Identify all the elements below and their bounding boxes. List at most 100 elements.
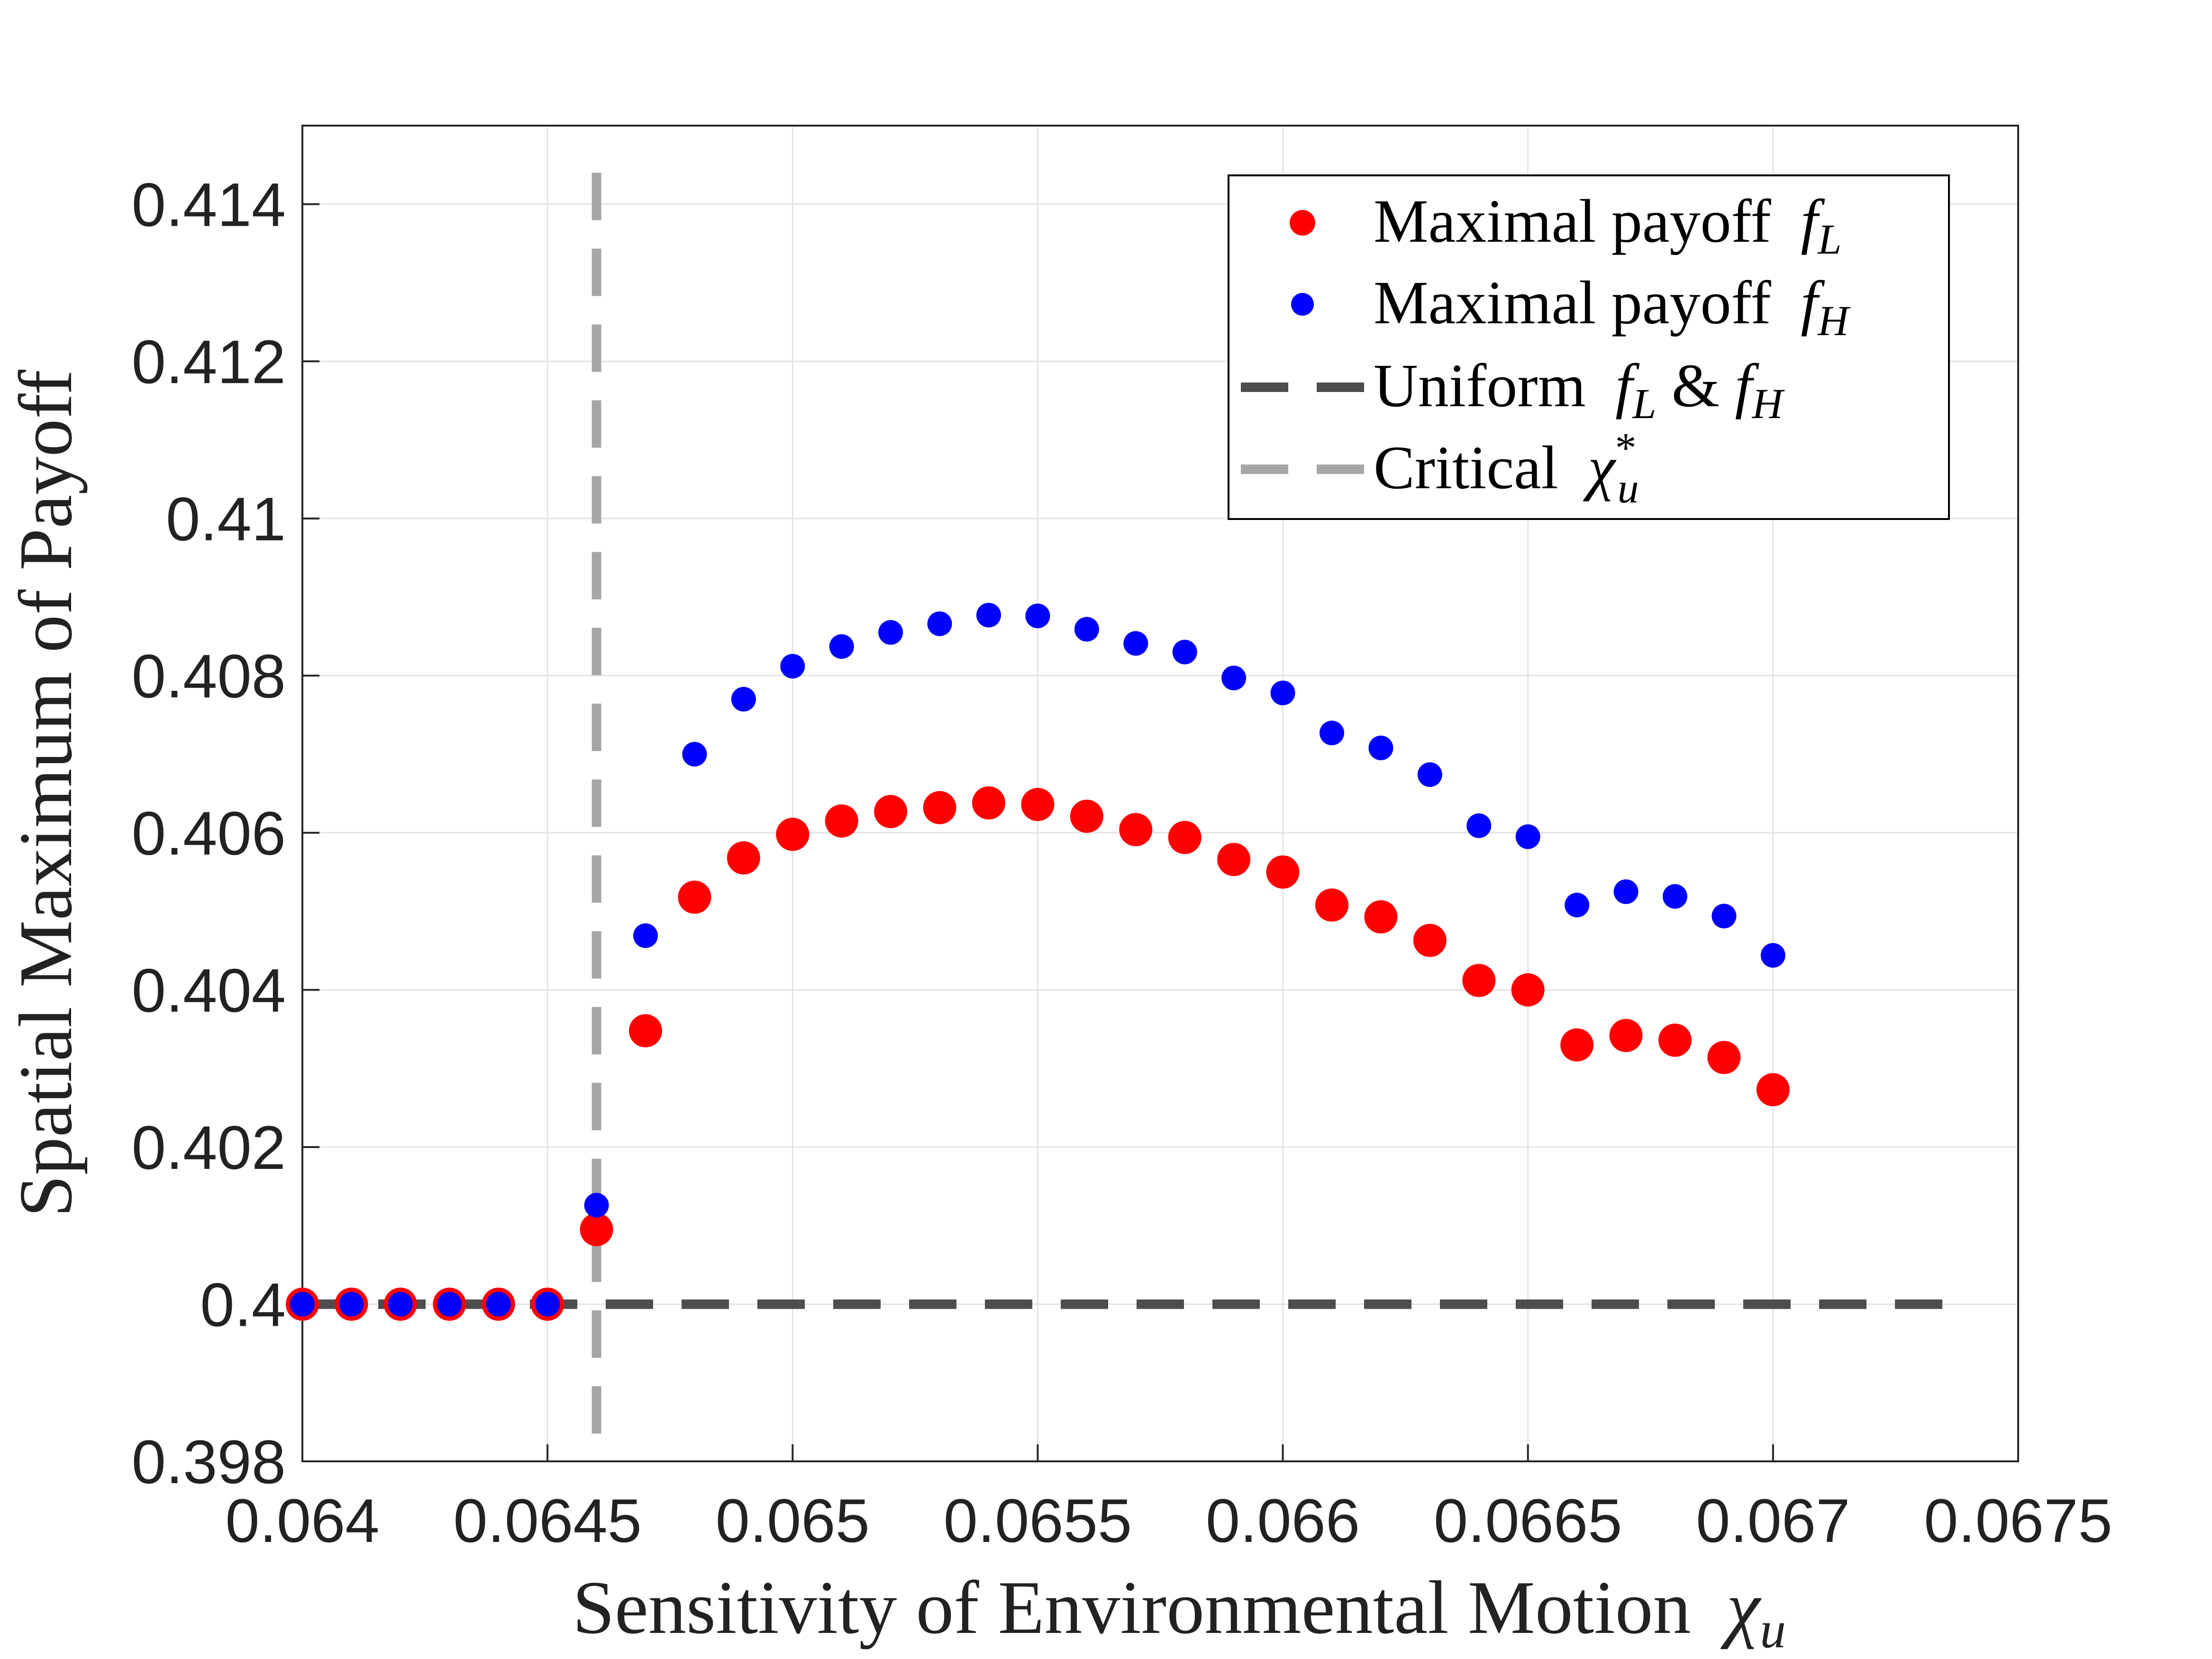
point-fL (776, 818, 810, 851)
point-fL (580, 1212, 613, 1246)
legend-label-fH: Maximal payoff fH (1374, 269, 1851, 345)
point-fH (1565, 893, 1590, 918)
point-fH (731, 687, 756, 712)
y-tick-label: 0.414 (132, 170, 286, 239)
point-fH (584, 1193, 609, 1218)
x-tick-label: 0.064 (225, 1486, 379, 1555)
x-tick-label: 0.066 (1206, 1486, 1360, 1555)
data-points (286, 602, 1790, 1321)
point-fH (1613, 879, 1639, 904)
y-tick-label: 0.408 (132, 641, 286, 711)
point-fH (437, 1292, 462, 1317)
x-axis-title-symbol: χ (1720, 1565, 1762, 1650)
x-tick-label: 0.0655 (944, 1486, 1132, 1555)
point-fH (535, 1292, 560, 1317)
legend-entry-fH: Maximal payoff fH (1291, 269, 1851, 345)
legend-marker-fL (1290, 210, 1315, 236)
point-fH (780, 654, 805, 679)
point-fH (927, 611, 952, 636)
point-fL (1119, 813, 1153, 847)
point-fL (874, 795, 908, 829)
point-fH (388, 1292, 413, 1317)
legend-label-fH-sub: H (1817, 298, 1851, 345)
legend-label-critical-sub: u (1618, 465, 1639, 512)
x-tick-label: 0.0675 (1924, 1486, 2112, 1555)
point-fH (829, 634, 854, 659)
point-fL (1168, 820, 1202, 854)
point-fH (1074, 617, 1099, 642)
legend: Maximal payoff fL Maximal payoff fH Unif… (1228, 174, 1950, 520)
point-fL (1658, 1023, 1692, 1057)
legend-box (1228, 174, 1950, 520)
point-fH (339, 1292, 364, 1317)
point-fH (486, 1292, 511, 1317)
x-tick-label: 0.0665 (1434, 1486, 1622, 1555)
point-fH (976, 602, 1001, 628)
point-fL (1315, 888, 1348, 922)
point-fL (1756, 1073, 1790, 1106)
legend-label-fH-text: Maximal payoff (1374, 269, 1771, 337)
y-tick-label: 0.398 (132, 1427, 286, 1496)
legend-label-uniform-text: Uniform (1374, 352, 1586, 420)
legend-label-critical: Critical χ* u (1374, 425, 1639, 512)
point-fL (1266, 855, 1300, 889)
y-tick-label: 0.41 (166, 484, 286, 554)
legend-label-critical-text: Critical (1374, 434, 1558, 502)
point-fH (878, 620, 903, 645)
x-axis-title-subscript: u (1760, 1601, 1786, 1659)
legend-label-uniform: Uniform fL & fH (1374, 352, 1785, 428)
point-fL (629, 1014, 662, 1048)
point-fH (1368, 735, 1393, 760)
y-tick-label: 0.404 (132, 956, 286, 1025)
point-fL (972, 786, 1005, 820)
legend-label-critical-sup: * (1615, 425, 1637, 472)
y-tick-label: 0.412 (132, 327, 286, 396)
legend-label-fL-text: Maximal payoff (1374, 187, 1771, 255)
point-fL (1609, 1019, 1643, 1052)
point-fL (1413, 923, 1447, 957)
point-fH (290, 1292, 315, 1317)
legend-marker-fH (1291, 293, 1314, 316)
point-fH (1417, 762, 1442, 787)
point-fH (633, 923, 658, 948)
y-tick-label: 0.402 (132, 1113, 286, 1182)
point-fL (1070, 800, 1103, 833)
point-fL (1511, 973, 1545, 1007)
legend-label-uniform-sub2: H (1752, 381, 1785, 428)
point-fH (1711, 903, 1737, 929)
y-tick-label: 0.4 (200, 1270, 286, 1339)
reference-lines (302, 173, 1969, 1461)
legend-entry-critical: Critical χ* u (1241, 425, 1639, 512)
legend-label-uniform-amp: & (1656, 352, 1735, 420)
x-axis-title-text: Sensitivity of Environmental Motion (573, 1565, 1691, 1650)
point-fH (1663, 884, 1687, 909)
legend-entry-uniform: Uniform fL & fH (1241, 352, 1785, 428)
point-fH (1515, 824, 1540, 849)
x-tick-label: 0.065 (716, 1486, 870, 1555)
legend-label-fL-sub: L (1817, 216, 1841, 263)
legend-label-fL: Maximal payoff fL (1374, 187, 1841, 263)
point-fH (682, 742, 707, 767)
point-fH (1320, 720, 1344, 746)
point-fL (1707, 1040, 1741, 1074)
point-fH (1123, 631, 1148, 656)
point-fL (1462, 964, 1496, 997)
point-fL (727, 841, 760, 875)
point-fH (1270, 680, 1295, 705)
point-fL (678, 880, 711, 914)
legend-label-critical-symbol: χ (1583, 434, 1616, 502)
point-fL (1021, 788, 1055, 821)
tick-labels: 0.064 0.0645 0.065 0.0655 0.066 0.0665 0.067 0.… (132, 170, 2112, 1555)
x-tick-label: 0.067 (1696, 1486, 1850, 1555)
point-fL (1364, 900, 1398, 934)
point-fL (923, 791, 956, 824)
point-fH (1172, 639, 1197, 665)
point-fH (1760, 943, 1785, 968)
x-tick-label: 0.0645 (453, 1486, 642, 1555)
legend-label-uniform-sub1: L (1631, 381, 1656, 428)
point-fH (1221, 665, 1247, 691)
point-fL (1217, 843, 1251, 876)
point-fL (825, 804, 858, 838)
x-axis-title: Sensitivity of Environmental Motion χu (573, 1565, 1786, 1659)
